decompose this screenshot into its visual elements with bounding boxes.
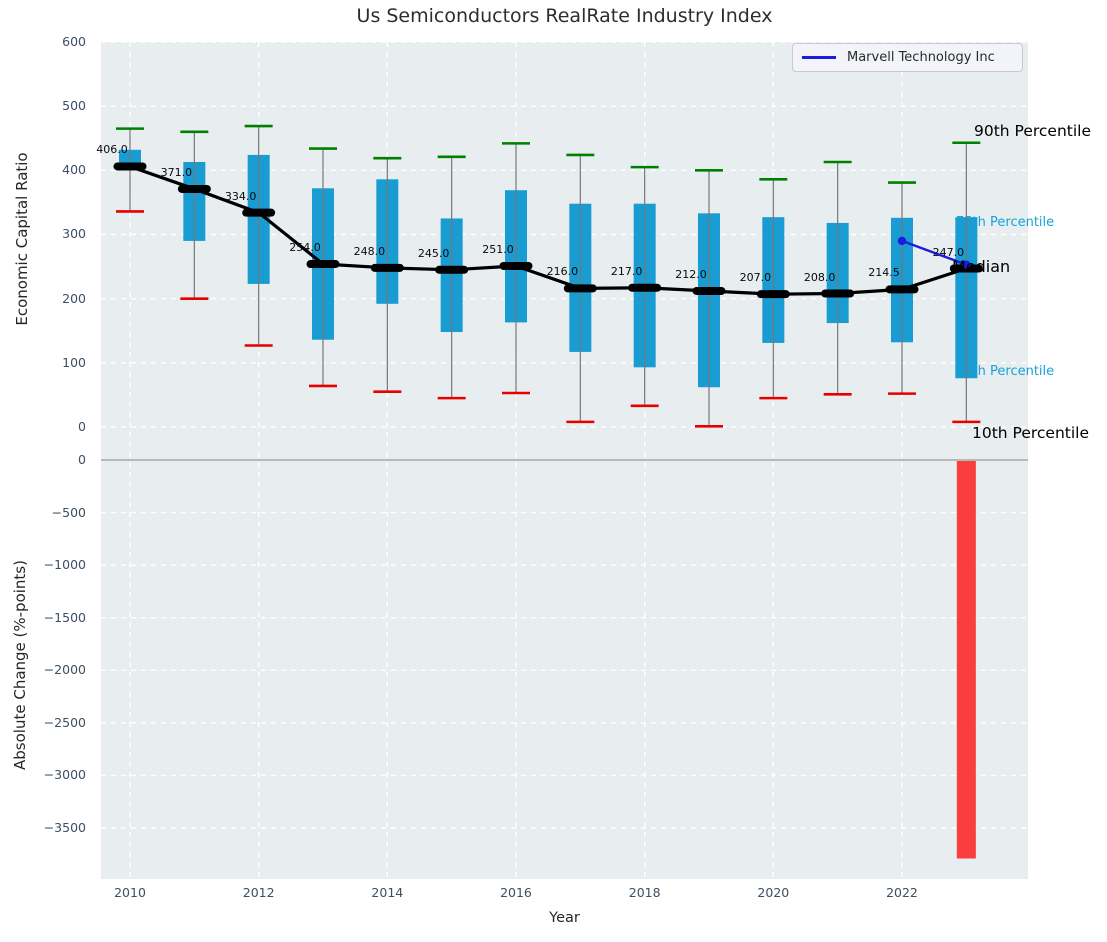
top-y-tick-label: 200: [62, 290, 86, 306]
median-value-label-2021: 208.0: [803, 270, 836, 284]
median-value-label-2017: 216.0: [546, 265, 579, 279]
median-value-label-2012: 334.0: [224, 189, 257, 203]
change-bar-2023: [956, 461, 976, 859]
top-y-tick-label: 500: [62, 98, 86, 114]
bottom-y-tick-label: −3500: [43, 819, 86, 835]
marvell-point-2022: [897, 236, 907, 246]
x-tick-label: 2022: [886, 885, 918, 900]
median-value-label-2013: 254.0: [289, 241, 321, 255]
median-value-label-2010: 406.0: [96, 143, 128, 157]
percentile-label-90th: 90th Percentile: [974, 122, 1092, 140]
median-marker-2014: [370, 263, 404, 272]
x-tick-label: 2016: [500, 885, 532, 900]
percentile-label-75th: 75th Percentile: [956, 215, 1054, 230]
median-value-label-2022: 214.5: [868, 266, 900, 280]
median-marker-2012: [242, 208, 276, 217]
median-marker-2016: [499, 261, 533, 270]
x-tick-label: 2018: [628, 885, 661, 900]
percentile-label-25th: 25th Percentile: [956, 364, 1054, 379]
median-value-label-2014: 248.0: [353, 244, 386, 258]
bottom-y-tick-label: −500: [51, 504, 86, 520]
bottom-y-tick-label: −2000: [43, 662, 86, 678]
median-value-label-2020: 207.0: [739, 271, 772, 285]
median-marker-2022: [885, 285, 919, 294]
top-y-tick-label: 0: [78, 419, 86, 434]
x-tick-label: 2012: [242, 885, 275, 900]
marvell-series-line: [901, 239, 967, 266]
median-value-label-2019: 212.0: [675, 267, 707, 281]
median-value-label-2018: 217.0: [610, 264, 643, 278]
bottom-y-tick-label: 0: [78, 452, 86, 467]
chart-title: Us Semiconductors RealRate Industry Inde…: [356, 5, 773, 27]
median-marker-2017: [563, 284, 597, 293]
median-marker-2019: [692, 286, 726, 295]
bottom-y-tick-label: −3000: [43, 767, 86, 783]
median-marker-2015: [435, 265, 469, 274]
marvell-point-2023: [962, 260, 971, 269]
legend-line-swatch: [802, 56, 836, 59]
bottom-y-tick-label: −1500: [43, 609, 86, 625]
percentile-label-median: Median: [952, 257, 1011, 276]
median-marker-2020: [756, 290, 790, 299]
top-y-tick-label: 600: [62, 33, 86, 49]
median-marker-2010: [113, 162, 147, 171]
median-marker-2018: [628, 283, 662, 292]
percentile-label-10th: 10th Percentile: [972, 424, 1090, 442]
median-marker-2011: [177, 184, 211, 193]
bottom-y-tick-label: −1000: [43, 557, 86, 573]
x-tick-label: 2020: [757, 885, 790, 900]
legend-label: Marvell Technology Inc: [847, 50, 995, 65]
median-value-label-2015: 245.0: [417, 246, 450, 260]
median-value-label-2011: 371.0: [160, 165, 193, 179]
median-marker-2021: [821, 289, 855, 298]
median-value-label-2023: 247.0: [932, 245, 965, 259]
top-y-tick-label: 400: [62, 162, 86, 178]
top-y-tick-label: 300: [62, 226, 86, 242]
median-marker-2013: [306, 260, 340, 269]
x-axis-label: Year: [549, 910, 580, 926]
x-tick-label: 2010: [114, 885, 146, 900]
x-tick-label: 2014: [371, 885, 404, 900]
legend[interactable]: Marvell Technology Inc: [792, 43, 1023, 72]
top-y-tick-label: 100: [62, 354, 86, 370]
median-value-label-2016: 251.0: [482, 242, 514, 256]
bottom-y-tick-label: −2500: [43, 714, 86, 730]
